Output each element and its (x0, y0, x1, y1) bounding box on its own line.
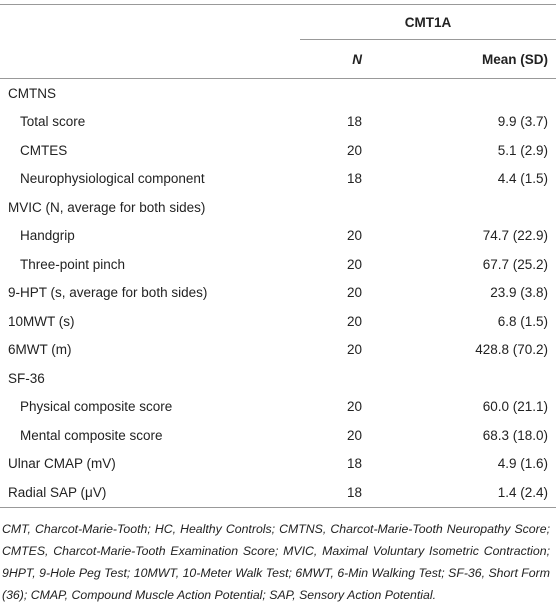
mean-cell (376, 364, 556, 393)
n-cell (300, 79, 376, 108)
n-cell: 20 (346, 342, 362, 358)
mean-cell: 428.8 (70.2) (475, 342, 548, 358)
n-cell: 20 (346, 285, 362, 301)
table-row: Neurophysiological component 18 4.4 (1.5) (0, 165, 556, 194)
table-row: Handgrip 20 74.7 (22.9) (0, 222, 556, 251)
row-label: Three-point pinch (20, 256, 126, 272)
mean-cell: 74.7 (22.9) (482, 228, 548, 244)
table-row: Physical composite score 20 60.0 (21.1) (0, 393, 556, 422)
column-header: N (300, 39, 376, 79)
n-cell: 18 (300, 478, 376, 508)
n-cell (300, 364, 376, 393)
mean-cell: 4.4 (1.5) (497, 171, 548, 187)
header-row: CMT1A (0, 4, 556, 40)
mean-cell: 68.3 (18.0) (482, 427, 548, 443)
row-label: Handgrip (20, 228, 75, 244)
table-row: Ulnar CMAP (mV) 18 4.9 (1.6) (0, 450, 556, 479)
mean-cell: 5.1 (2.9) (497, 142, 548, 158)
mean-cell: 23.9 (3.8) (490, 285, 548, 301)
row-label: Radial SAP (μV) (0, 478, 300, 508)
row-label: MVIC (N, average for both sides) (8, 199, 206, 215)
table-row: Mental composite score 20 68.3 (18.0) (0, 421, 556, 450)
mean-cell (376, 193, 556, 222)
header-row: N Mean (SD) (0, 39, 556, 79)
data-table: CMT1A N Mean (SD) CMTNS Total score 18 9.9 (… (0, 4, 556, 508)
table-row: CMTNS (0, 79, 556, 108)
mean-cell: 4.9 (1.6) (497, 456, 548, 472)
n-cell: 18 (346, 456, 362, 472)
n-cell (300, 193, 376, 222)
mean-cell: 9.9 (3.7) (497, 114, 548, 130)
n-cell: 20 (346, 256, 362, 272)
row-label: Physical composite score (20, 399, 173, 415)
row-label: Total score (20, 114, 86, 130)
table-row: SF-36 (0, 364, 556, 393)
column-header: Mean (SD) (376, 39, 556, 79)
mean-cell: 1.4 (2.4) (376, 478, 556, 508)
row-label: CMTNS (8, 85, 56, 101)
page: CMT1A N Mean (SD) CMTNS Total score 18 9.9 (… (0, 4, 556, 606)
mean-cell: 67.7 (25.2) (482, 256, 548, 272)
n-cell: 20 (346, 142, 362, 158)
row-label: 6MWT (m) (8, 342, 72, 358)
row-label: Ulnar CMAP (mV) (8, 456, 116, 472)
n-cell: 18 (346, 171, 362, 187)
mean-cell: 60.0 (21.1) (482, 399, 548, 415)
row-label: CMTES (20, 142, 68, 158)
n-cell: 20 (346, 228, 362, 244)
table-row: 9-HPT (s, average for both sides) 20 23.9 … (0, 279, 556, 308)
table-row: Three-point pinch 20 67.7 (25.2) (0, 250, 556, 279)
table-row: Total score 18 9.9 (3.7) (0, 108, 556, 137)
mean-cell: 6.8 (1.5) (497, 313, 548, 329)
n-cell: 20 (346, 427, 362, 443)
row-label: 10MWT (s) (8, 313, 75, 329)
row-label: 9-HPT (s, average for both sides) (8, 285, 208, 301)
table-body: CMTNS Total score 18 9.9 (3.7) CMTES 20 5.1 (2… (0, 79, 556, 508)
table-row: CMTES 20 5.1 (2.9) (0, 136, 556, 165)
mean-cell (376, 79, 556, 108)
table-row: 10MWT (s) 20 6.8 (1.5) (0, 307, 556, 336)
n-cell: 20 (346, 399, 362, 415)
row-label: Neurophysiological component (20, 171, 205, 187)
group-header: CMT1A (300, 4, 556, 40)
n-cell: 18 (346, 114, 362, 130)
row-label: SF-36 (8, 370, 45, 386)
table-row: Radial SAP (μV) 18 1.4 (2.4) (0, 478, 556, 508)
table-row: MVIC (N, average for both sides) (0, 193, 556, 222)
n-cell: 20 (346, 313, 362, 329)
footnote: CMT, Charcot-Marie-Tooth; HC, Healthy Co… (2, 521, 550, 602)
row-label: Mental composite score (20, 427, 163, 443)
table-row: 6MWT (m) 20 428.8 (70.2) (0, 336, 556, 365)
